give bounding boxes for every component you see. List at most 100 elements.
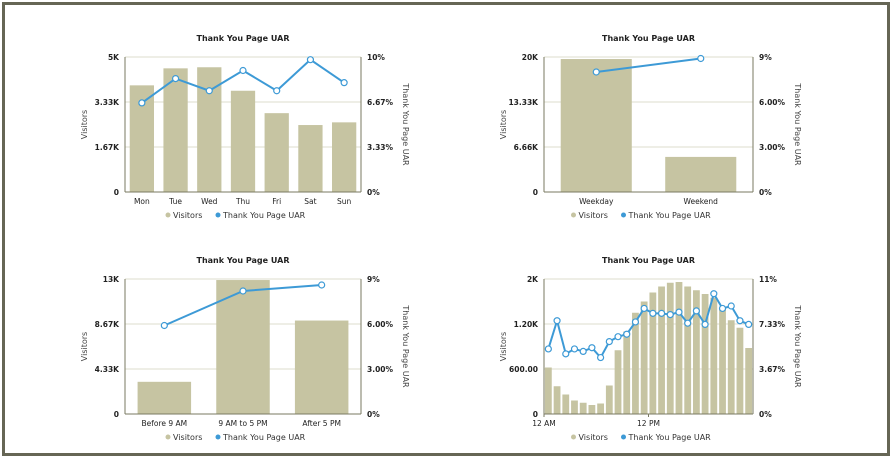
bar [588, 405, 596, 414]
bar [692, 290, 700, 414]
legend-label-visitors: Visitors [173, 211, 202, 220]
bar [675, 282, 683, 414]
line-point [701, 320, 709, 329]
x-tick-label: Thu [235, 197, 250, 206]
x-tick-label: Mon [134, 197, 150, 206]
bar [623, 331, 631, 414]
bar [597, 403, 605, 414]
x-tick-label: Before 9 AM [141, 419, 187, 428]
chart-weekday-weekend: Thank You Page UAR 0 0% 6.66K 3.00% 13.33K 6.0… [499, 34, 802, 220]
line-point [306, 56, 315, 64]
y-tick-label: 4.33K [95, 365, 121, 374]
chart-title: Thank You Page UAR [602, 256, 695, 265]
bar [553, 386, 561, 414]
x-tick-label: Sun [337, 197, 352, 206]
y-tick-label: 13K [103, 275, 120, 284]
line-point [138, 99, 146, 107]
x-tick-label: Sat [304, 197, 316, 206]
line-point [570, 345, 579, 353]
bar [264, 113, 289, 192]
legend-label-visitors: Visitors [579, 211, 608, 220]
line-point [649, 309, 657, 317]
line-point [727, 302, 735, 310]
y2-tick-label: 0% [759, 410, 772, 419]
line-point [745, 320, 753, 329]
x-tick-label: Tue [168, 197, 182, 206]
y2-axis-label: Thank You Page UAR [793, 304, 802, 388]
bar [230, 90, 256, 192]
line-point [553, 317, 561, 325]
bar [665, 156, 737, 192]
bar [332, 122, 357, 192]
line-point [588, 344, 596, 352]
legend-swatch-visitors [571, 434, 576, 440]
legend-swatch-uar [621, 434, 626, 440]
bar [560, 59, 632, 193]
legend-swatch-visitors [165, 212, 171, 218]
x-tick-label: Weekend [684, 197, 719, 206]
line-point [562, 350, 570, 358]
chart-title: Thank You Page UAR [197, 34, 290, 43]
line-point [684, 319, 692, 327]
legend-label-visitors: Visitors [579, 433, 608, 442]
y-tick-label: 0 [114, 188, 119, 197]
y-tick-label: 13.33K [508, 98, 539, 107]
bar [658, 286, 665, 414]
bar [736, 327, 744, 414]
x-tick-label: 9 AM to 5 PM [218, 419, 267, 428]
legend-label-uar: Thank You Page UAR [628, 433, 712, 442]
line-point [597, 353, 605, 362]
y2-axis-label: Thank You Page UAR [401, 82, 410, 166]
bar [684, 286, 692, 414]
y-tick-label: 1.67K [95, 143, 121, 152]
bar [579, 402, 587, 414]
line-point [239, 66, 247, 75]
bar [614, 350, 622, 414]
bar [571, 400, 578, 414]
y2-tick-label: 9% [759, 53, 772, 62]
bar [727, 320, 735, 414]
line-point [318, 281, 326, 289]
chart-panel-weekend: Thank You Page UAR 0 0% 6.66K 3.00% 13.33K 6.0… [445, 11, 865, 223]
y-tick-label: 0 [533, 188, 538, 197]
legend-swatch-visitors [165, 434, 171, 440]
y2-tick-label: 6.00% [759, 98, 786, 107]
y-tick-label: 0 [114, 410, 119, 419]
line-point [340, 79, 348, 87]
line-point [736, 317, 744, 325]
line-point [697, 54, 705, 63]
x-tick-label: 12 AM [532, 419, 556, 428]
y2-tick-label: 6.67% [367, 98, 394, 107]
chart-hourly: Thank You Page UAR 0 0% 600.00 3.67% 1.20K 7.3… [499, 256, 802, 442]
chart-title: Thank You Page UAR [197, 256, 290, 265]
legend-label-uar: Thank You Page UAR [628, 211, 712, 220]
legend-swatch-uar [215, 434, 221, 440]
legend-label-uar: Thank You Page UAR [222, 211, 306, 220]
chart-weekday: Thank You Page UAR 0 0% 1.67K 3.33% 3.33K 6.67… [80, 34, 410, 220]
chart-panel-timeofday: Thank You Page UAR 0 0% 4.33K 3.00% 8.67K 6.00… [13, 233, 433, 445]
y2-tick-label: 3.67% [759, 365, 786, 374]
bar [701, 294, 709, 414]
line-point [675, 308, 683, 316]
line-point [239, 287, 247, 295]
line-point [592, 68, 600, 76]
y2-tick-label: 0% [367, 188, 380, 197]
bar [137, 381, 192, 414]
bar [294, 320, 349, 414]
bar [710, 297, 718, 414]
bar [605, 385, 613, 414]
x-tick-label: Fri [272, 197, 281, 206]
y2-tick-label: 7.33% [759, 320, 786, 329]
y2-axis-label: Thank You Page UAR [401, 304, 410, 388]
y2-tick-label: 6.00% [367, 320, 394, 329]
bar [298, 125, 323, 192]
line-point [614, 333, 622, 341]
x-tick-label: Weekday [579, 197, 614, 206]
line-point [623, 330, 631, 338]
legend-swatch-visitors [571, 212, 576, 218]
chart-title: Thank You Page UAR [602, 34, 695, 43]
line-point [579, 347, 587, 356]
series-line [596, 57, 701, 73]
legend-label-uar: Thank You Page UAR [222, 433, 306, 442]
x-tick-label: 12 PM [637, 419, 660, 428]
